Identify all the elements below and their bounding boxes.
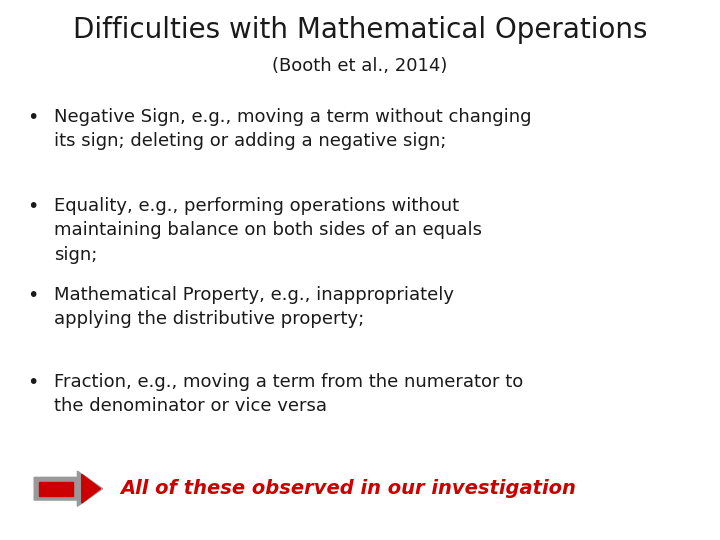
Text: (Booth et al., 2014): (Booth et al., 2014): [272, 57, 448, 75]
Bar: [39, 482, 73, 496]
Text: •: •: [27, 373, 38, 392]
Text: Mathematical Property, e.g., inappropriately
applying the distributive property;: Mathematical Property, e.g., inappropria…: [54, 286, 454, 328]
Text: Equality, e.g., performing operations without
maintaining balance on both sides : Equality, e.g., performing operations wi…: [54, 197, 482, 264]
Text: Difficulties with Mathematical Operations: Difficulties with Mathematical Operation…: [73, 16, 647, 44]
Polygon shape: [35, 471, 103, 507]
Text: •: •: [27, 108, 38, 127]
Text: Fraction, e.g., moving a term from the numerator to
the denominator or vice vers: Fraction, e.g., moving a term from the n…: [54, 373, 523, 415]
Text: •: •: [27, 197, 38, 216]
Text: Negative Sign, e.g., moving a term without changing
its sign; deleting or adding: Negative Sign, e.g., moving a term witho…: [54, 108, 531, 150]
Text: All of these observed in our investigation: All of these observed in our investigati…: [121, 479, 577, 498]
Text: •: •: [27, 286, 38, 305]
Polygon shape: [82, 475, 101, 503]
